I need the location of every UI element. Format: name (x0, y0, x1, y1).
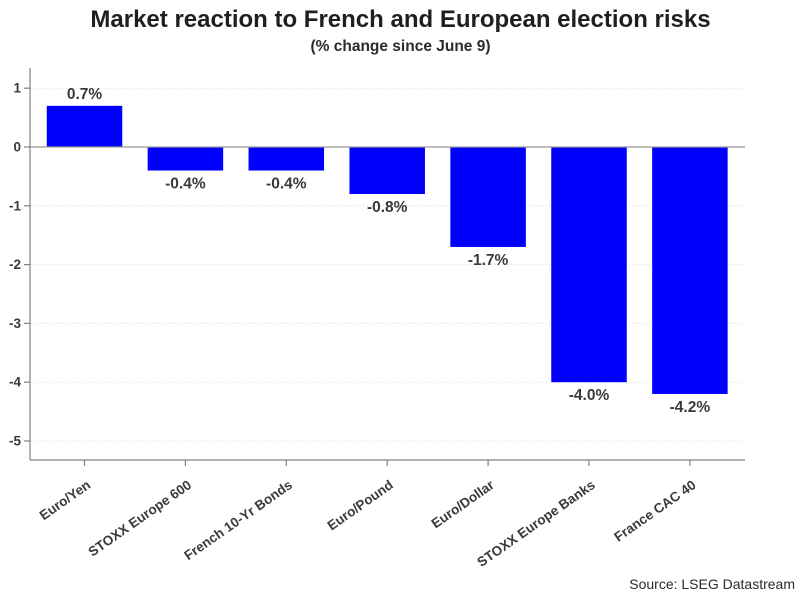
bar-value-label: 0.7% (67, 86, 103, 103)
bar (46, 105, 123, 147)
y-tick-label: 0 (13, 140, 21, 155)
x-category-label: Euro/Pound (325, 477, 396, 533)
bar (147, 147, 224, 171)
bar-value-label: -1.7% (468, 252, 509, 269)
bar (349, 147, 425, 195)
x-category-label: Euro/Dollar (429, 477, 498, 531)
bar-value-label: -0.4% (165, 176, 206, 193)
bar-value-label: -4.2% (670, 399, 711, 416)
y-tick-label: -4 (9, 375, 21, 390)
bar (248, 147, 325, 171)
bar (551, 147, 627, 383)
x-category-label: Euro/Yen (37, 477, 94, 523)
y-tick-label: -2 (9, 257, 21, 272)
bar (450, 147, 526, 247)
x-category-label: French 10-Yr Bonds (181, 477, 295, 563)
chart-subtitle: (% change since June 9) (310, 38, 491, 55)
bar-value-label: -4.0% (569, 387, 610, 404)
x-category-label: France CAC 40 (611, 477, 698, 544)
source-credit: Source: LSEG Datastream (629, 576, 795, 592)
chart-title: Market reaction to French and European e… (90, 6, 711, 33)
bar-value-label: -0.4% (266, 176, 307, 193)
x-category-label: STOXX Europe 600 (86, 477, 195, 559)
y-tick-label: -3 (9, 316, 21, 331)
y-tick-label: -5 (9, 434, 21, 449)
y-tick-label: 1 (13, 81, 21, 96)
bar (652, 147, 728, 394)
y-tick-label: -1 (9, 198, 21, 213)
bar-value-label: -0.8% (367, 199, 408, 216)
